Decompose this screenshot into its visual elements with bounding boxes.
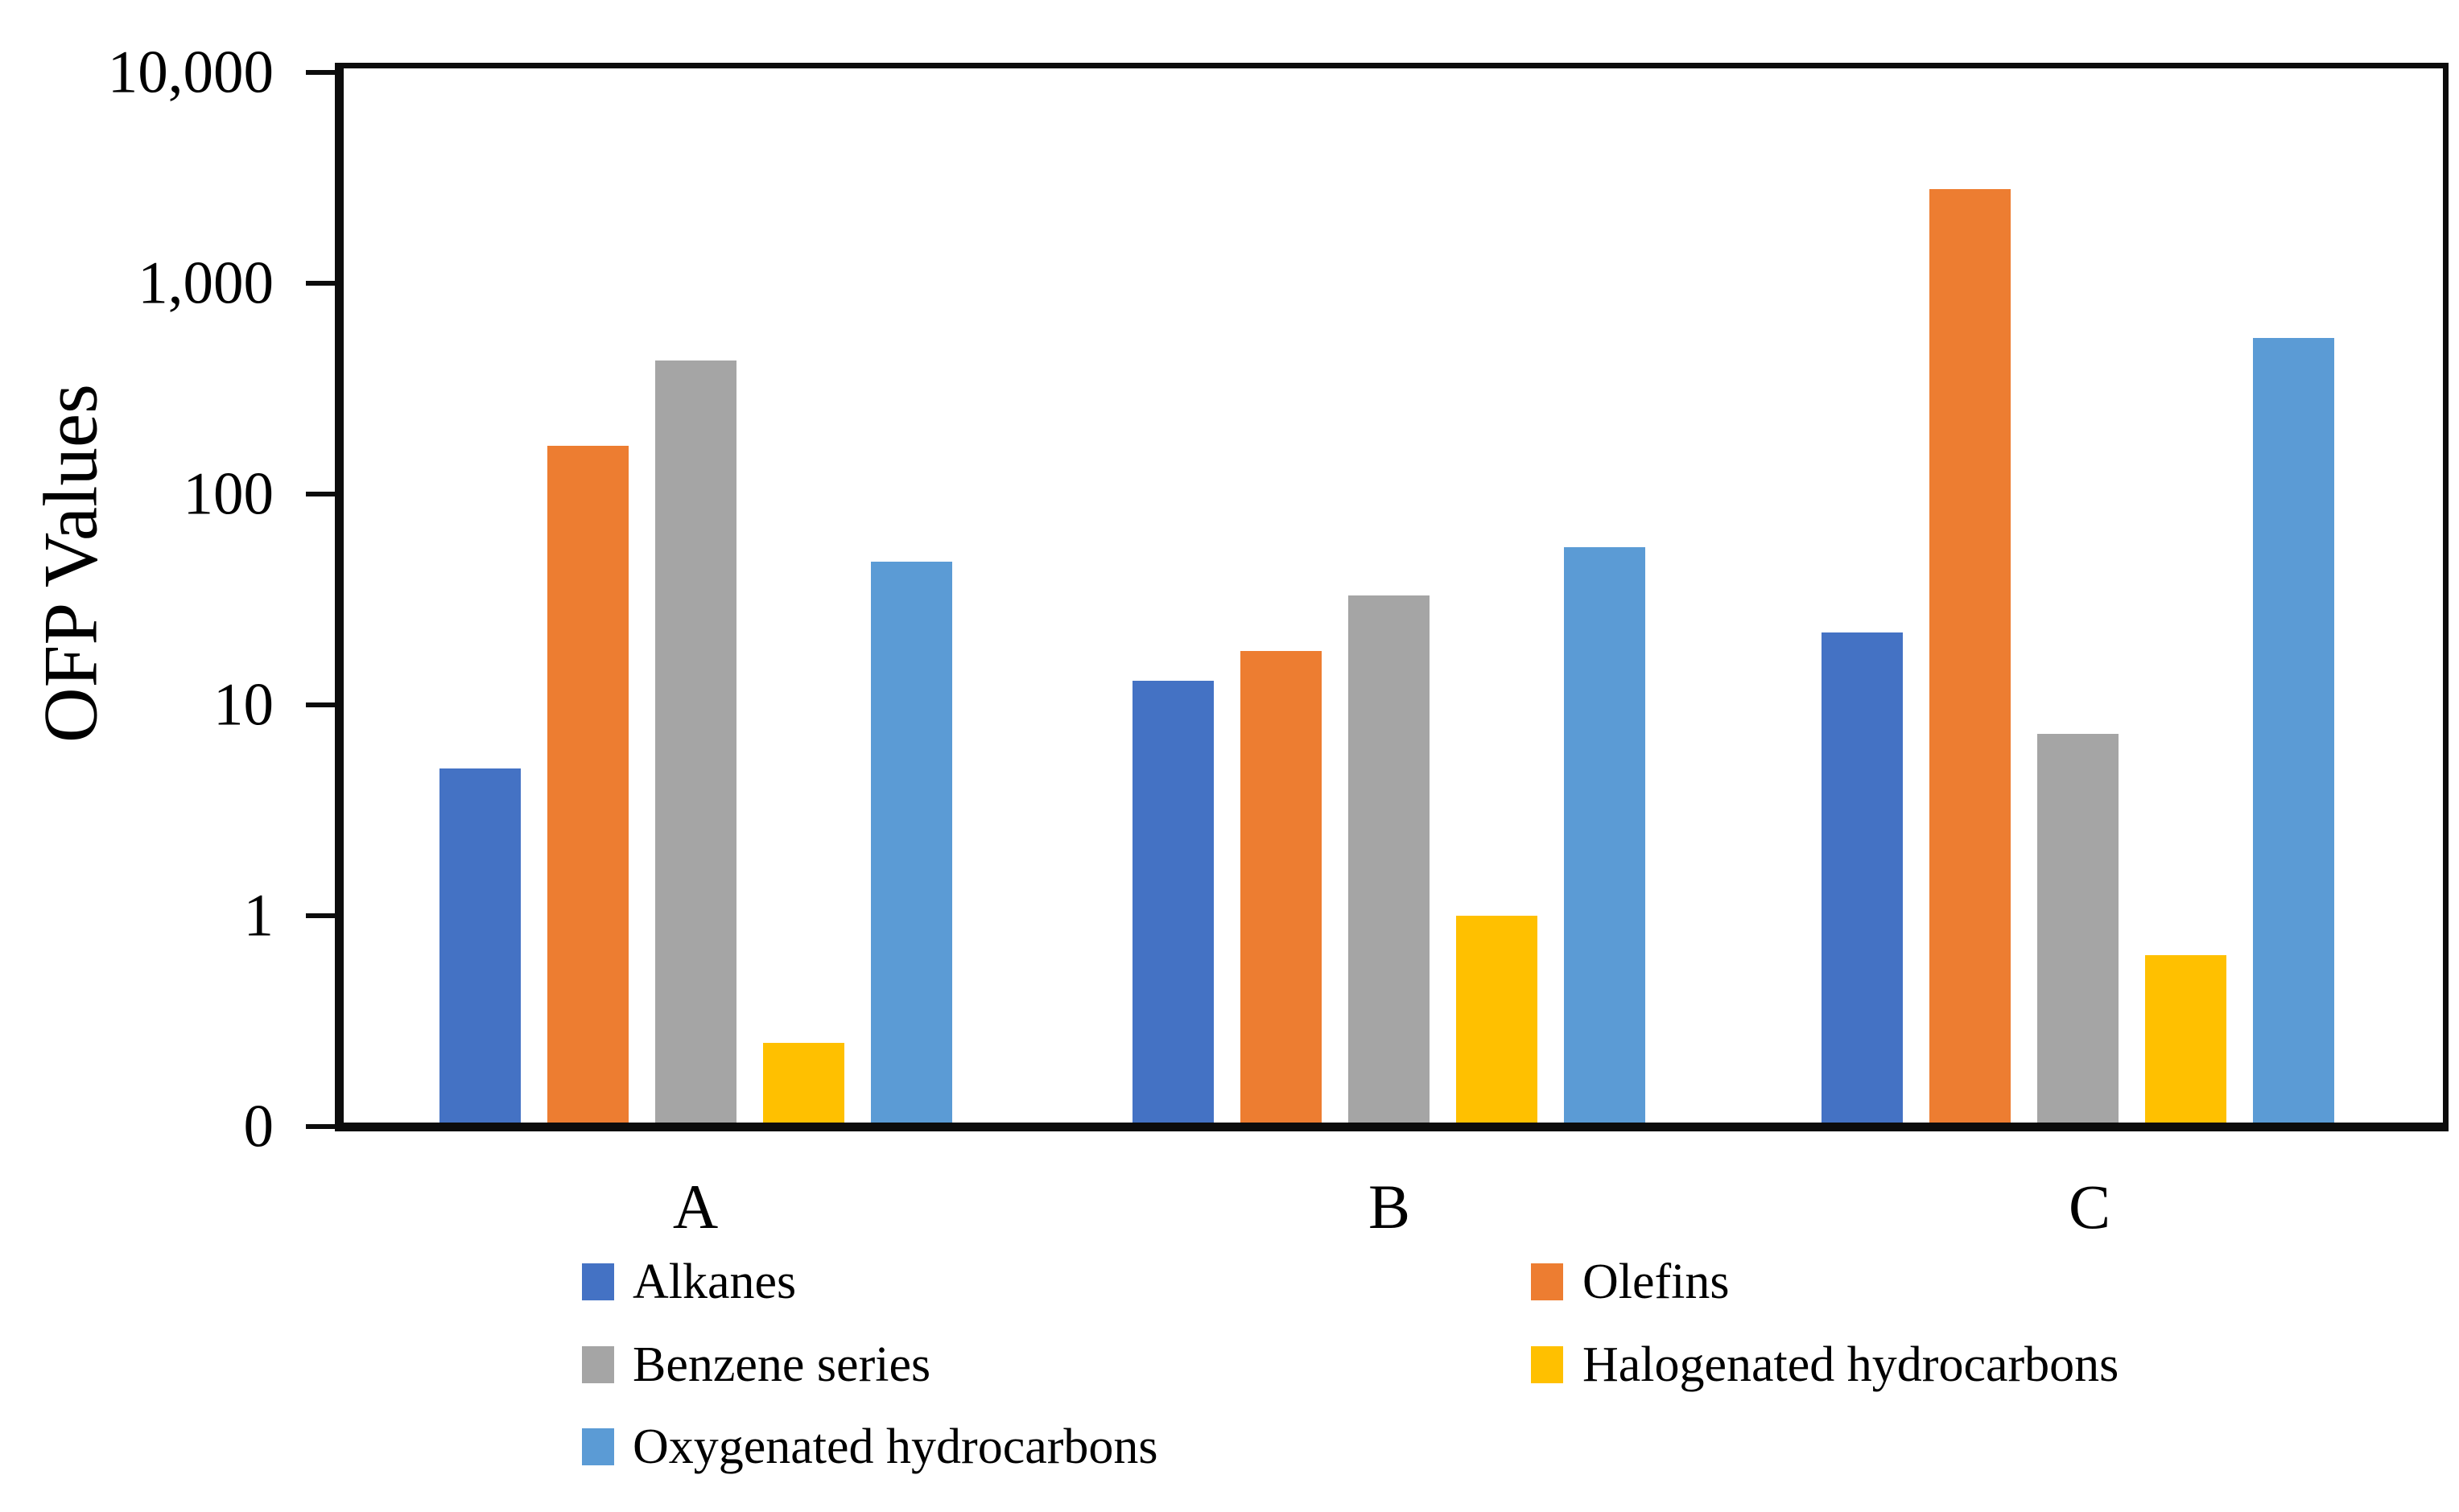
bar-oxygenated-hydrocarbons-C [2253,338,2334,1127]
bar-olefins-C [1929,189,2011,1127]
x-category-label-a: A [672,1172,719,1242]
legend-label-alkanes: Alkanes [633,1255,797,1309]
bar-alkanes-C [1822,632,1903,1127]
bar-benzene-series-B [1348,595,1430,1127]
legend-marker-olefins [1531,1263,1563,1300]
y-tick-mark [306,281,335,286]
x-category-label-c: C [2068,1172,2111,1242]
bar-alkanes-B [1133,681,1214,1127]
y-tick-mark [306,1124,335,1129]
y-tick-label: 1 [243,882,274,950]
legend-label-halogenated-hydrocarbons: Halogenated hydrocarbons [1582,1337,2119,1392]
bar-benzene-series-C [2037,734,2119,1127]
bar-alkanes-A [439,768,521,1127]
bar-oxygenated-hydrocarbons-A [871,562,952,1127]
y-tick-label: 10,000 [107,39,274,106]
legend-marker-benzene-series [582,1346,614,1383]
bar-olefins-B [1240,651,1322,1127]
y-tick-mark [306,70,335,75]
bar-oxygenated-hydrocarbons-B [1564,547,1645,1127]
bar-olefins-A [547,446,629,1127]
legend-label-oxygenated-hydrocarbons: Oxygenated hydrocarbons [633,1419,1158,1474]
y-tick-label: 0 [243,1093,274,1160]
y-tick-label: 10 [213,671,274,739]
y-tick-mark [306,492,335,496]
y-tick-label: 1,000 [138,249,274,317]
legend-label-olefins: Olefins [1582,1255,1730,1309]
y-tick-mark [306,702,335,707]
legend-marker-halogenated-hydrocarbons [1531,1346,1563,1383]
bar-halogenated-hydrocarbons-C [2145,955,2226,1127]
x-category-label-b: B [1368,1172,1411,1242]
bar-halogenated-hydrocarbons-B [1456,916,1537,1127]
bar-benzene-series-A [655,360,736,1127]
legend-label-benzene-series: Benzene series [633,1337,931,1392]
bar-halogenated-hydrocarbons-A [763,1043,844,1127]
y-tick-label: 100 [183,460,274,528]
y-tick-mark [306,913,335,918]
legend-marker-alkanes [582,1263,614,1300]
legend-marker-oxygenated-hydrocarbons [582,1428,614,1465]
